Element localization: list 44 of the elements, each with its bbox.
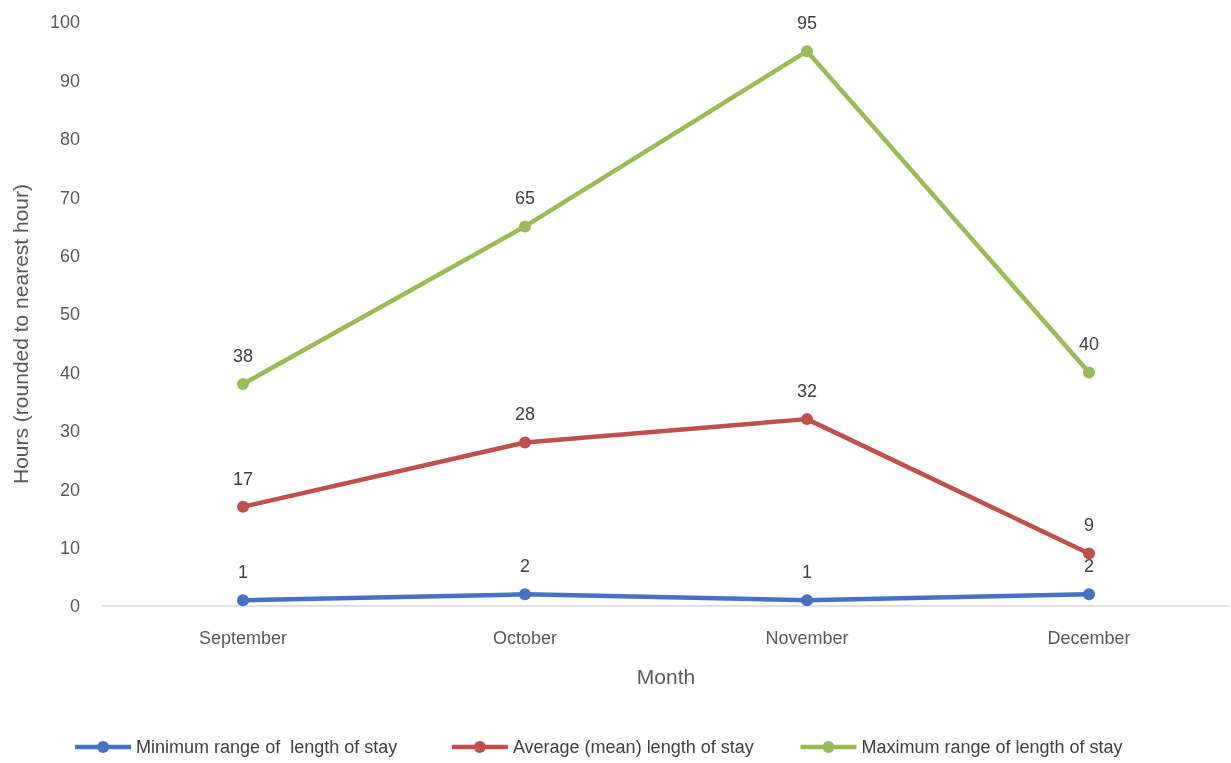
point xyxy=(519,436,531,449)
x-tick-label: November xyxy=(765,628,849,648)
y-tick-label: 80 xyxy=(59,129,80,150)
point xyxy=(801,45,813,58)
point xyxy=(237,594,249,607)
data-label: 17 xyxy=(232,468,254,489)
y-tick-label: 0 xyxy=(69,596,80,617)
point xyxy=(801,594,813,607)
data-label: 38 xyxy=(232,346,254,367)
data-label: 65 xyxy=(514,188,536,209)
legend-label: Average (mean) length of stay xyxy=(512,737,754,758)
point xyxy=(237,500,249,513)
point xyxy=(519,220,531,233)
data-label: 1 xyxy=(801,562,813,583)
y-tick-label: 90 xyxy=(59,70,80,91)
point xyxy=(519,588,531,601)
y-tick-label: 70 xyxy=(59,187,80,208)
y-tick-label: 100 xyxy=(49,12,80,33)
y-tick-label: 30 xyxy=(59,421,80,442)
x-tick-label: December xyxy=(1047,628,1131,648)
y-tick-label: 10 xyxy=(59,537,80,558)
legend-label: Maximum range of length of stay xyxy=(861,737,1123,758)
x-tick-label: September xyxy=(198,628,288,648)
legend-label: Minimum range of length of stay xyxy=(136,737,398,758)
y-tick-label: 60 xyxy=(59,245,80,266)
y-tick-label: 40 xyxy=(59,362,80,383)
data-label: 32 xyxy=(796,381,818,402)
point xyxy=(1083,547,1095,560)
data-label: 2 xyxy=(1083,556,1095,577)
point xyxy=(1083,588,1095,601)
x-axis-title: Month xyxy=(636,665,696,688)
point xyxy=(237,378,249,391)
point xyxy=(1083,366,1095,379)
y-tick-label: 20 xyxy=(59,479,80,500)
x-tick-label: October xyxy=(492,628,558,648)
data-label: 2 xyxy=(519,556,531,577)
y-tick-label: 50 xyxy=(59,304,80,325)
data-label: 28 xyxy=(514,404,536,425)
point xyxy=(801,413,813,426)
data-label: 9 xyxy=(1083,515,1095,536)
data-label: 95 xyxy=(796,13,818,34)
data-label: 40 xyxy=(1078,334,1100,355)
y-axis-title: Hours (rounded to nearest hour) xyxy=(9,184,32,484)
data-label: 1 xyxy=(237,562,249,583)
